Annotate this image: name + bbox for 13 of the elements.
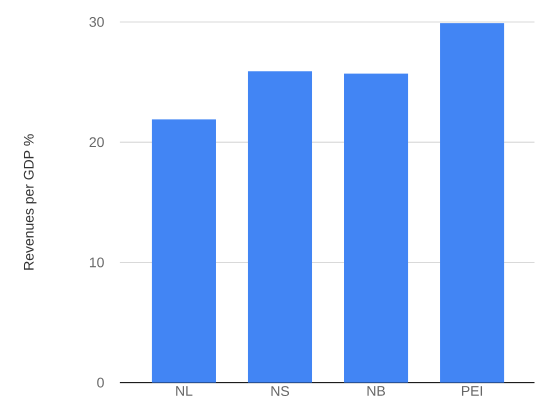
- bar: [248, 71, 312, 383]
- bar: [440, 23, 504, 383]
- x-tick-label: NS: [271, 386, 290, 396]
- y-axis-title: Revenues per GDP %: [24, 134, 36, 270]
- x-tick-label: PEI: [462, 386, 482, 396]
- x-tick-label: NB: [367, 386, 385, 396]
- y-tick-label: 10: [90, 258, 104, 268]
- y-tick-label: 0: [97, 378, 104, 388]
- y-tick-label: 30: [89, 17, 104, 28]
- x-tick-label: NL: [176, 386, 192, 396]
- bar: [344, 74, 408, 383]
- bar: [152, 120, 216, 383]
- y-tick-label: 20: [90, 137, 104, 148]
